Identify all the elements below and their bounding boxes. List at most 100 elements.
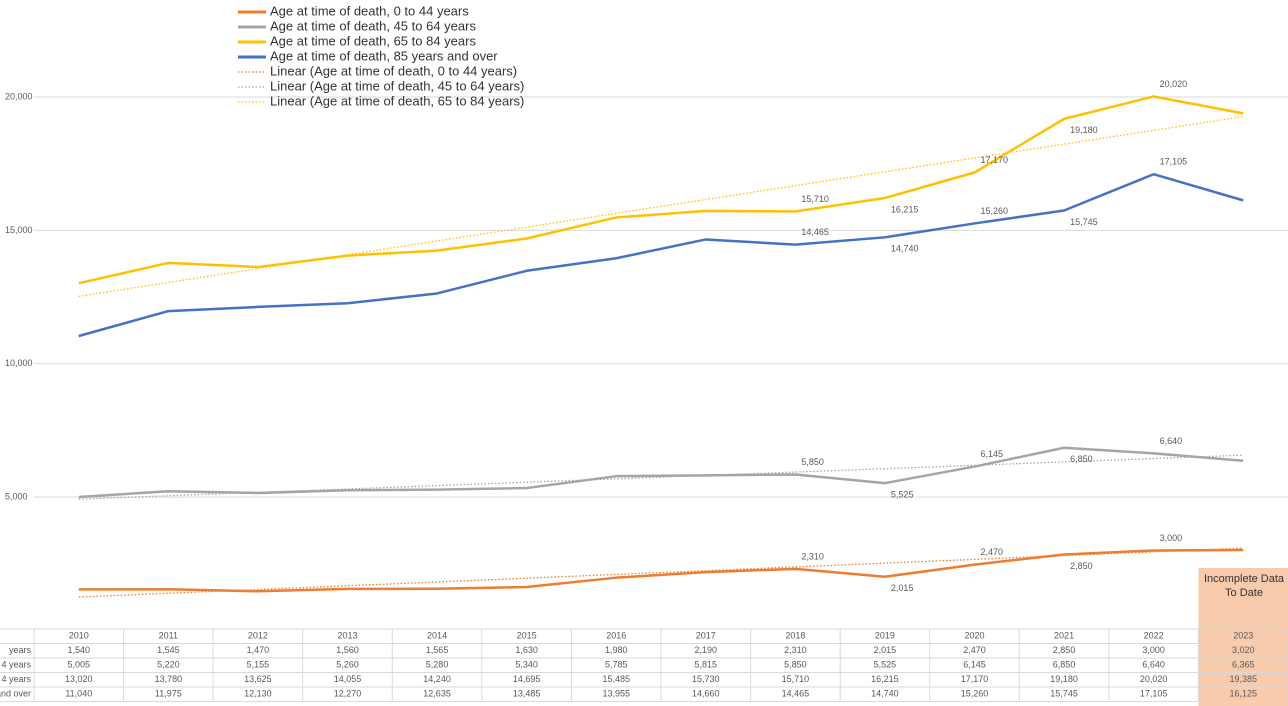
annotation: Incomplete Data To Date xyxy=(1203,573,1285,599)
table-cell: 14,055 xyxy=(334,674,362,684)
table-cell: 13,485 xyxy=(513,689,541,699)
table-cell: 12,270 xyxy=(334,689,362,699)
legend-label: Age at time of death, 45 to 64 years xyxy=(270,18,476,33)
table-cell: 5,280 xyxy=(426,660,449,670)
x-tick-label: 2016 xyxy=(606,631,626,641)
table-cell: 14,660 xyxy=(692,689,720,699)
x-tick-label: 2018 xyxy=(785,631,805,641)
x-tick-label: 2011 xyxy=(159,631,178,641)
data-label: 14,740 xyxy=(891,244,919,254)
table-cell: 1,560 xyxy=(336,645,359,655)
table-cell: 11,975 xyxy=(155,689,182,699)
table-row-label: 4 years xyxy=(1,660,31,670)
data-label: 14,465 xyxy=(801,227,829,237)
table-row-label: 4 years xyxy=(1,674,31,684)
data-label: 2,310 xyxy=(801,551,824,561)
table-cell: 6,365 xyxy=(1232,660,1255,670)
table-cell: 13,955 xyxy=(602,689,630,699)
table-cell: 15,730 xyxy=(692,674,720,684)
table-cell: 17,105 xyxy=(1140,689,1168,699)
table-cell: 1,980 xyxy=(605,645,628,655)
legend-label: Linear (Age at time of death, 0 to 44 ye… xyxy=(270,63,517,78)
data-label: 15,260 xyxy=(981,206,1009,216)
table-cell: 6,640 xyxy=(1142,660,1165,670)
table-cell: 2,190 xyxy=(695,645,718,655)
x-tick-label: 2022 xyxy=(1144,631,1164,641)
table-cell: 15,710 xyxy=(782,674,810,684)
table-cell: 12,130 xyxy=(244,689,272,699)
table-cell: 3,000 xyxy=(1142,645,1165,655)
table-cell: 19,180 xyxy=(1050,674,1078,684)
table-cell: 14,240 xyxy=(423,674,451,684)
table-cell: 11,040 xyxy=(65,689,92,699)
table-cell: 17,170 xyxy=(961,674,989,684)
table-cell: 5,155 xyxy=(247,660,270,670)
data-label: 17,105 xyxy=(1160,157,1188,167)
table-cell: 1,565 xyxy=(426,645,449,655)
table-cell: 14,695 xyxy=(513,674,541,684)
table-cell: 2,015 xyxy=(874,645,897,655)
table-cell: 12,635 xyxy=(423,689,451,699)
table-cell: 13,625 xyxy=(244,674,272,684)
legend-label: Age at time of death, 65 to 84 years xyxy=(270,33,476,48)
table-cell: 1,545 xyxy=(157,645,180,655)
data-label: 20,020 xyxy=(1160,79,1188,89)
y-tick-label: 15,000 xyxy=(5,225,33,235)
x-tick-label: 2010 xyxy=(69,631,89,641)
table-cell: 15,260 xyxy=(961,689,989,699)
table-row-label: years xyxy=(9,645,32,655)
data-label: 2,015 xyxy=(891,583,914,593)
y-tick-label: 5,000 xyxy=(5,492,28,502)
table-row-label: rs and over xyxy=(0,689,31,699)
table-cell: 6,145 xyxy=(963,660,986,670)
x-tick-label: 2019 xyxy=(875,631,895,641)
legend-label: Linear (Age at time of death, 65 to 84 y… xyxy=(270,93,524,108)
table-cell: 5,815 xyxy=(695,660,718,670)
series-line xyxy=(78,95,1244,285)
table-cell: 14,465 xyxy=(782,689,810,699)
data-label: 6,145 xyxy=(981,449,1004,459)
x-tick-label: 2014 xyxy=(427,631,447,641)
data-label: 15,710 xyxy=(801,194,829,204)
data-label: 6,850 xyxy=(1070,454,1093,464)
x-tick-label: 2013 xyxy=(337,631,357,641)
table-cell: 2,310 xyxy=(784,645,807,655)
data-label: 5,525 xyxy=(891,489,914,499)
legend-label: Age at time of death, 0 to 44 years xyxy=(270,3,469,18)
table-cell: 1,540 xyxy=(68,645,91,655)
table-cell: 5,340 xyxy=(515,660,538,670)
table-cell: 14,740 xyxy=(871,689,899,699)
table-cell: 2,470 xyxy=(963,645,986,655)
x-tick-label: 2023 xyxy=(1233,631,1253,641)
data-label: 3,000 xyxy=(1160,533,1183,543)
table-cell: 2,850 xyxy=(1053,645,1076,655)
data-label: 17,170 xyxy=(981,155,1009,165)
legend-label: Age at time of death, 85 years and over xyxy=(270,48,498,63)
data-label: 16,215 xyxy=(891,204,919,214)
table-cell: 16,125 xyxy=(1229,689,1257,699)
x-tick-label: 2017 xyxy=(696,631,716,641)
y-tick-label: 20,000 xyxy=(5,91,33,101)
table-cell: 1,630 xyxy=(515,645,538,655)
series-line xyxy=(78,172,1244,338)
data-label: 2,470 xyxy=(981,547,1004,557)
data-label: 15,745 xyxy=(1070,217,1098,227)
trendline xyxy=(78,115,1244,297)
table-cell: 15,485 xyxy=(602,674,630,684)
x-tick-label: 2012 xyxy=(248,631,268,641)
data-label: 5,850 xyxy=(801,457,824,467)
x-tick-label: 2021 xyxy=(1054,631,1074,641)
x-tick-label: 2015 xyxy=(517,631,537,641)
table-cell: 5,260 xyxy=(336,660,359,670)
table-cell: 16,215 xyxy=(871,674,899,684)
table-cell: 13,020 xyxy=(65,674,93,684)
table-cell: 5,005 xyxy=(68,660,91,670)
table-cell: 15,745 xyxy=(1050,689,1078,699)
data-label: 2,850 xyxy=(1070,561,1093,571)
data-label: 19,180 xyxy=(1070,125,1098,135)
table-cell: 5,525 xyxy=(874,660,897,670)
data-label: 6,640 xyxy=(1160,436,1183,446)
series-line xyxy=(78,548,1244,593)
table-cell: 3,020 xyxy=(1232,645,1255,655)
